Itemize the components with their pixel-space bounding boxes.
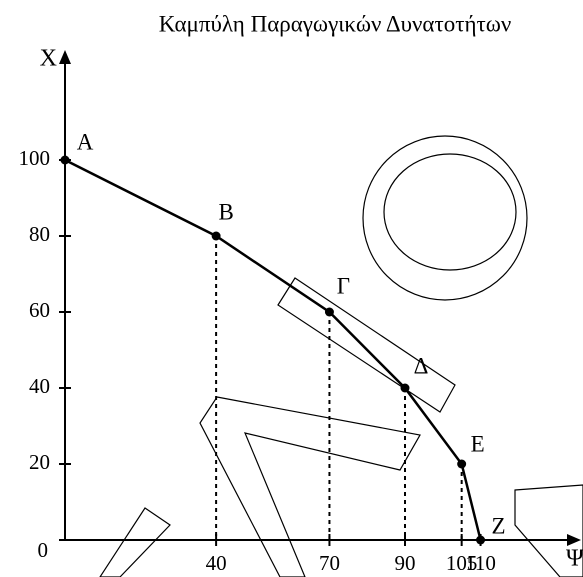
point-label: B (218, 199, 233, 224)
y-tick-label: 60 (29, 298, 50, 322)
point-label: Γ (337, 273, 350, 298)
point-label: Z (492, 513, 506, 538)
point (212, 232, 221, 241)
x-tick-label: 40 (206, 551, 227, 575)
curve (65, 160, 481, 540)
x-tick-label: 90 (395, 551, 416, 575)
x-tick-label: 110 (465, 551, 496, 575)
x-axis-label: Ψ (566, 546, 583, 572)
y-axis-arrow (59, 50, 71, 64)
point (457, 460, 466, 469)
outer-ring (363, 136, 527, 300)
y-tick-label: 100 (19, 146, 51, 170)
point (61, 156, 70, 165)
point (325, 308, 334, 317)
y-tick-label: 0 (38, 538, 49, 562)
chart: Καμπύλη Παραγωγικών Δυνατοτήτων X Ψ 0 20 40 6… (0, 0, 583, 577)
point-label: E (471, 431, 485, 456)
y-axis-label: X (40, 46, 57, 72)
y-tick-label: 40 (29, 374, 50, 398)
point-label: A (77, 129, 94, 154)
decorations (100, 136, 583, 577)
x-tick-label: 70 (319, 551, 340, 575)
x-axis-arrow (567, 534, 581, 546)
inner-ring (384, 154, 516, 270)
y-tick-label: 80 (29, 222, 50, 246)
point-label: Δ (414, 353, 429, 378)
shape (100, 508, 170, 577)
chart-title: Καμπύλη Παραγωγικών Δυνατοτήτων (159, 11, 512, 36)
point (476, 536, 485, 545)
y-tick-label: 20 (29, 450, 50, 474)
shape (200, 397, 420, 577)
point (401, 384, 410, 393)
